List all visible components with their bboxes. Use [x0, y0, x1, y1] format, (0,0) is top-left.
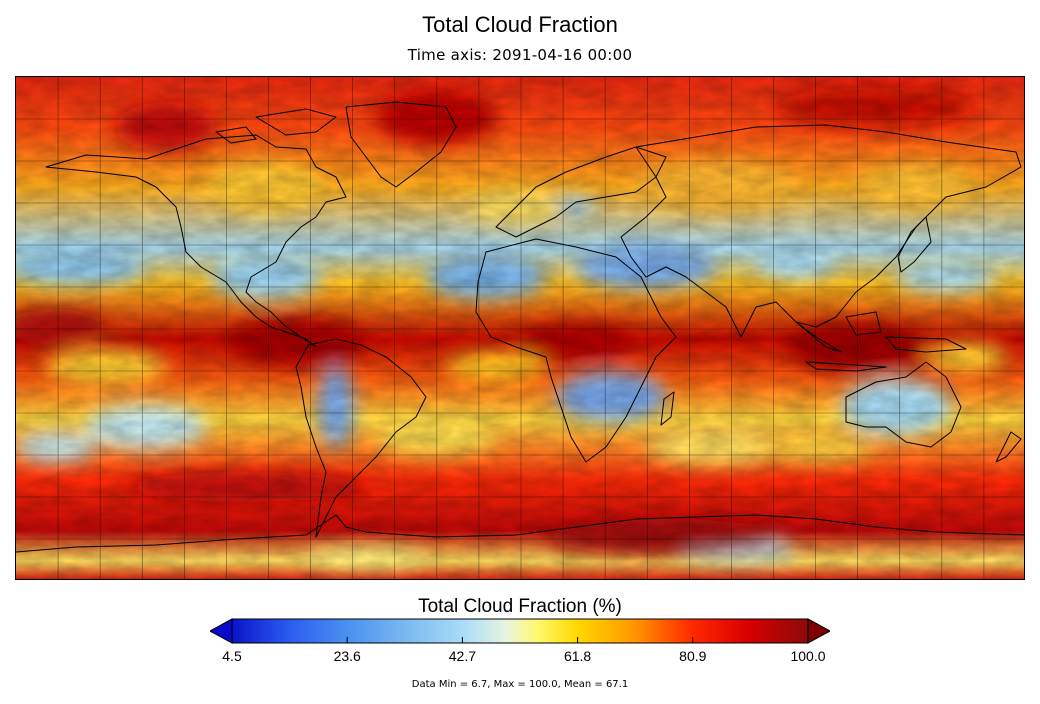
graticule [16, 77, 1024, 579]
texture [16, 77, 1024, 579]
colorbar-tick-label: 61.8 [563, 648, 592, 664]
colorbar-under-arrow [210, 618, 233, 644]
coast-south-america [295, 338, 427, 538]
colorbar-title: Total Cloud Fraction (%) [418, 596, 622, 617]
cloud-fraction-map [15, 76, 1025, 580]
colorbar [210, 618, 830, 644]
coast-greenland [345, 101, 457, 188]
colorbar-tick-marks [346, 637, 694, 643]
coast-asia [620, 124, 1022, 338]
coast-arctic-islands [215, 108, 337, 144]
coast-madagascar [660, 391, 675, 426]
colorbar-tick-label: 23.6 [333, 648, 361, 664]
colorbar-gradient [231, 618, 809, 644]
coast-japan [897, 216, 932, 273]
coast-antarctica [16, 514, 1024, 553]
colorbar-tick-label: 100.0 [790, 648, 826, 664]
coast-indonesia [795, 311, 967, 372]
colorbar-tick-label: 42.7 [448, 648, 477, 664]
map-svg [16, 77, 1024, 579]
map-title: Total Cloud Fraction [422, 12, 618, 37]
coastlines [16, 101, 1024, 553]
time-axis-label: Time axis: 2091-04-16 00:00 [407, 46, 633, 64]
data-statistics: Data Min = 6.7, Max = 100.0, Mean = 67.1 [411, 679, 629, 690]
colorbar-over-arrow [807, 618, 830, 644]
coast-new-zealand [995, 431, 1022, 463]
colorbar-tick-label: 80.9 [679, 648, 707, 664]
coast-north-america [45, 134, 347, 348]
coast-africa [475, 238, 677, 463]
coast-australia [845, 361, 962, 448]
colorbar-tick-label: 4.5 [222, 648, 242, 664]
